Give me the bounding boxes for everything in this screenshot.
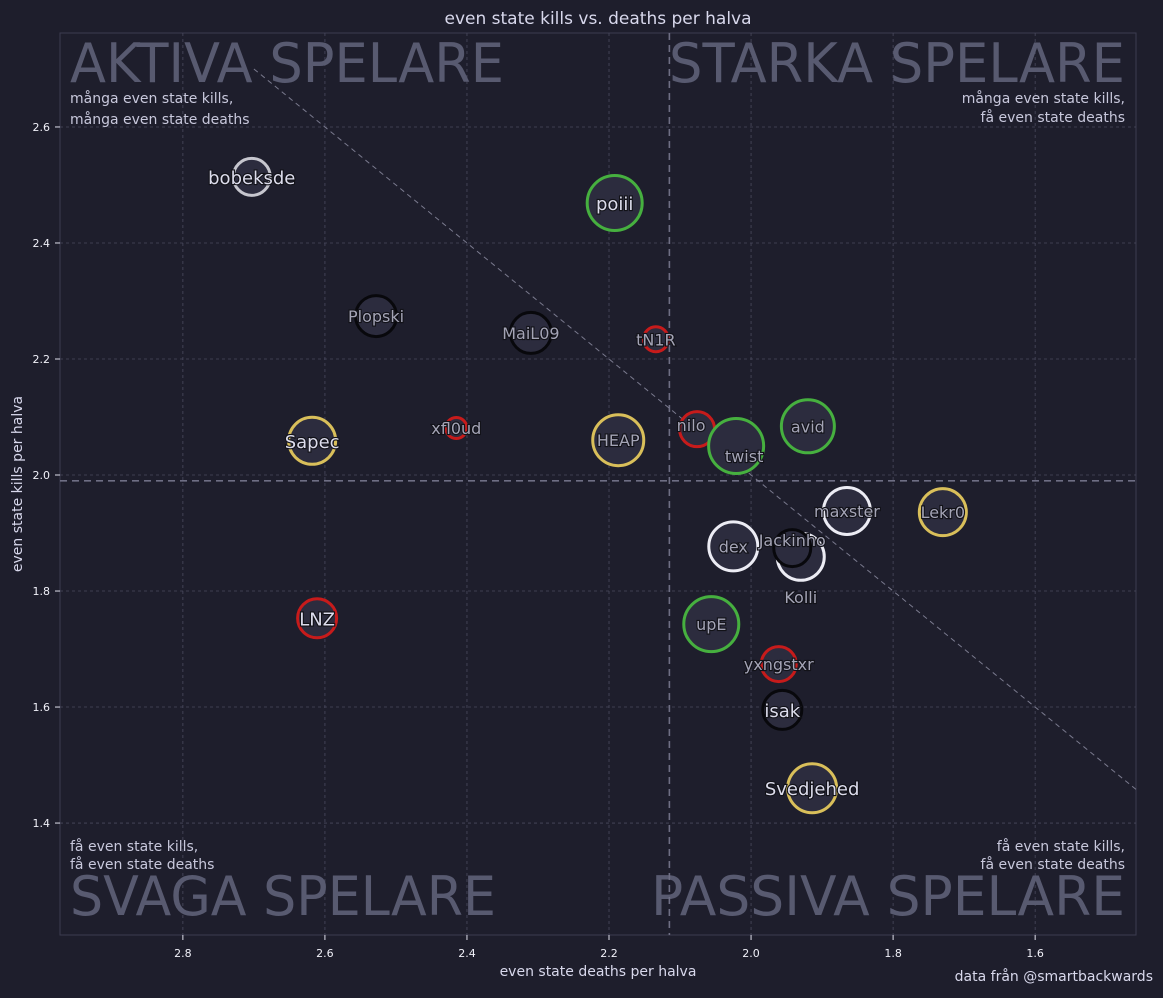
player-point: [296, 597, 339, 640]
point-label: dex: [719, 537, 748, 556]
point-label: upE: [696, 615, 726, 634]
point-label: maxster: [814, 502, 880, 521]
quadrant-desc-top-left-2: många even state deaths: [70, 111, 250, 128]
point-marker: [821, 485, 872, 536]
point-marker: [591, 413, 646, 468]
plot-frame: [59, 32, 1137, 936]
point-label: poiii: [596, 194, 633, 215]
point-marker: [786, 762, 839, 815]
point-label: Svedjehed: [765, 779, 860, 800]
player-point: [508, 310, 553, 355]
y-tick-label: 2.4: [33, 237, 51, 250]
x-tick-label: 2.4: [458, 947, 476, 960]
point-marker: [287, 415, 338, 466]
player-point: [682, 595, 741, 654]
point-label: Kolli: [784, 588, 817, 607]
player-point: [354, 294, 399, 339]
quadrant-desc-top-left-1: många even state kills,: [70, 90, 233, 107]
point-label: xfl0ud: [431, 419, 481, 438]
point-label: twist: [725, 447, 763, 466]
x-tick-label: 2.8: [174, 947, 192, 960]
player-point: [759, 645, 798, 684]
point-marker: [761, 688, 804, 731]
quadrant-desc-bottom-left-1: få even state kills,: [70, 838, 198, 855]
player-point: [591, 413, 646, 468]
quadrant-title-top-right: STARKA SPELARE: [669, 32, 1125, 95]
quadrant-desc-bottom-right-2: få even state deaths: [981, 856, 1125, 873]
player-point: [707, 417, 766, 476]
point-label: Plopski: [348, 307, 404, 326]
point-label: MaiL09: [502, 324, 559, 343]
point-label: nilo: [677, 416, 706, 435]
player-point: [231, 156, 272, 197]
y-tick-label: 2.6: [33, 121, 51, 134]
point-label: HEAP: [597, 431, 640, 450]
x-tick-label: 2.0: [742, 947, 760, 960]
player-point: [779, 398, 836, 455]
grid: [59, 32, 1137, 936]
point-marker: [779, 398, 836, 455]
point-label: bobeksde: [208, 168, 295, 189]
player-point: [917, 487, 968, 538]
quadrant-labels: AKTIVA SPELARE STARKA SPELARE SVAGA SPEL…: [70, 32, 1125, 928]
quadrant-title-bottom-right: PASSIVA SPELARE: [651, 865, 1125, 928]
point-label: LNZ: [299, 609, 335, 630]
player-point: [707, 520, 760, 573]
quadrant-desc-bottom-left-2: få even state deaths: [70, 856, 214, 873]
y-axis-label: even state kills per halva: [10, 396, 26, 572]
quadrant-desc-top-right-1: många even state kills,: [962, 90, 1125, 107]
point-marker: [508, 310, 553, 355]
quadrant-title-bottom-left: SVAGA SPELARE: [70, 865, 496, 928]
player-point: [444, 416, 469, 441]
point-marker: [641, 325, 670, 354]
chart-title: even state kills vs. deaths per halva: [444, 9, 751, 29]
player-point: [772, 528, 813, 569]
player-point: [641, 325, 670, 354]
player-point: [821, 485, 872, 536]
player-point: [287, 415, 338, 466]
x-tick-label: 2.2: [600, 947, 618, 960]
point-marker: [707, 520, 760, 573]
point-marker: [585, 173, 644, 232]
x-tick-label: 1.6: [1026, 947, 1044, 960]
point-label: Sapec: [285, 432, 340, 453]
point-label: Jackinho: [758, 531, 826, 550]
y-tick-label: 1.8: [33, 585, 51, 598]
quadrant-desc-top-right-2: få even state deaths: [981, 109, 1125, 126]
y-tick-label: 2.2: [33, 353, 51, 366]
player-point: [585, 173, 644, 232]
axis-ticks: 2.8 2.6 2.4 2.2 2.0 1.8 1.6 1.4 1.6 1.8 2.0 2.2 2.4 2…: [33, 121, 1044, 960]
point-marker: [759, 645, 798, 684]
point-marker: [707, 417, 766, 476]
y-tick-label: 2.0: [33, 469, 51, 482]
y-tick-label: 1.6: [33, 701, 51, 714]
player-point: [786, 762, 839, 815]
point-marker: [682, 595, 741, 654]
point-marker: [354, 294, 399, 339]
quadrant-desc-bottom-right-1: få even state kills,: [997, 838, 1125, 855]
point-marker: [231, 156, 272, 197]
point-marker: [444, 416, 469, 441]
x-tick-label: 2.6: [316, 947, 334, 960]
y-tick-label: 1.4: [33, 817, 51, 830]
point-label: Lekr0: [921, 503, 966, 522]
point-marker: [917, 487, 968, 538]
x-axis-label: even state deaths per halva: [500, 964, 697, 980]
point-label: yxngstxr: [744, 655, 814, 674]
point-label: tN1R: [636, 330, 676, 349]
credit: data från @smartbackwards: [955, 968, 1153, 985]
quadrant-title-top-left: AKTIVA SPELARE: [70, 32, 504, 95]
x-tick-label: 1.8: [884, 947, 902, 960]
point-marker: [772, 528, 813, 569]
point-label: avid: [791, 417, 825, 436]
point-label: isak: [764, 701, 800, 722]
point-marker: [296, 597, 339, 640]
player-point: [761, 688, 804, 731]
points: bobeksde poiii Plopski MaiL09 tN1R xfl0ud Sape…: [207, 156, 968, 815]
